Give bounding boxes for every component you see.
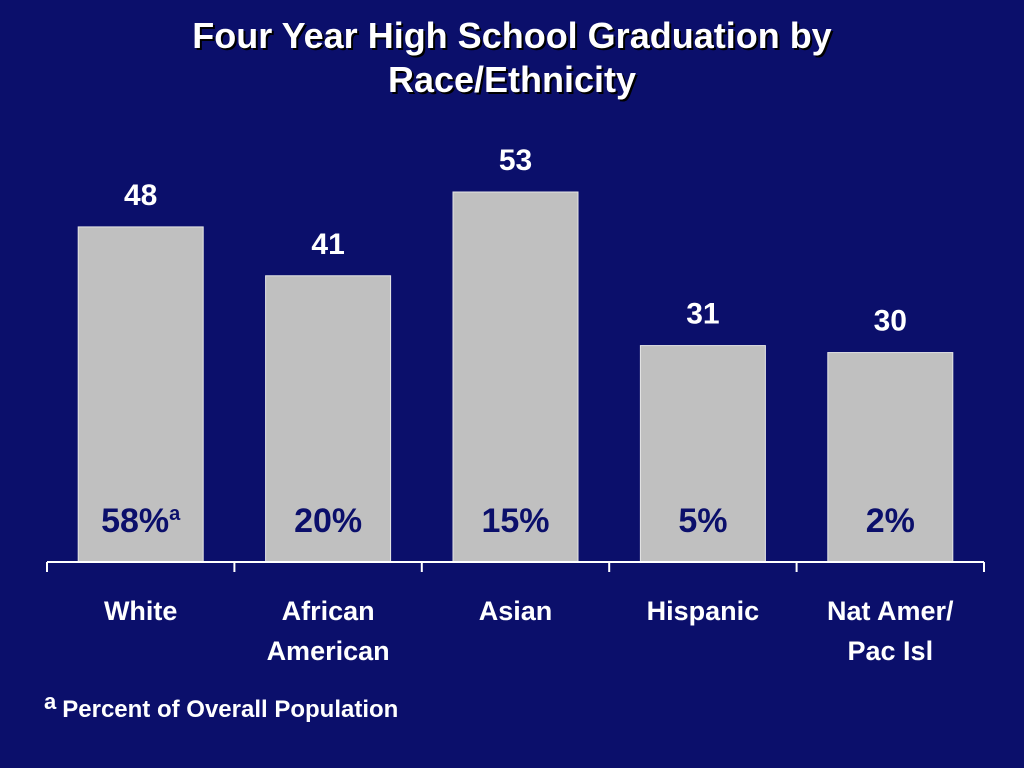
category-label: Pac Isl xyxy=(848,636,934,666)
category-label: White xyxy=(104,596,178,626)
category-label: African xyxy=(282,596,375,626)
population-label: 58%a xyxy=(101,502,181,540)
population-label: 20% xyxy=(294,502,362,540)
category-label: American xyxy=(267,636,390,666)
value-label: 31 xyxy=(686,298,719,331)
value-label: 48 xyxy=(124,179,157,212)
bar xyxy=(827,352,954,563)
footnote-text: Percent of Overall Population xyxy=(62,696,399,723)
footnote: a Percent of Overall Population xyxy=(44,689,399,724)
population-label: 2% xyxy=(866,502,915,540)
population-footnote-marker: a xyxy=(169,503,181,525)
category-label: Nat Amer/ xyxy=(827,596,954,626)
bar xyxy=(265,275,392,563)
value-label: 53 xyxy=(499,144,532,177)
title-line-1: Four Year High School Graduation by xyxy=(192,15,832,56)
bar xyxy=(77,226,204,563)
category-label: Asian xyxy=(479,596,553,626)
bar xyxy=(639,345,766,563)
population-label: 15% xyxy=(481,502,549,540)
value-label: 30 xyxy=(874,305,907,338)
value-label: 41 xyxy=(311,228,344,261)
bar xyxy=(452,191,579,563)
title-line-2: Race/Ethnicity xyxy=(387,59,637,100)
category-label: Hispanic xyxy=(647,596,760,626)
chart-title: Four Year High School Graduation by Race… xyxy=(0,14,1024,102)
footnote-marker: a xyxy=(44,689,57,714)
population-label: 5% xyxy=(678,502,727,540)
